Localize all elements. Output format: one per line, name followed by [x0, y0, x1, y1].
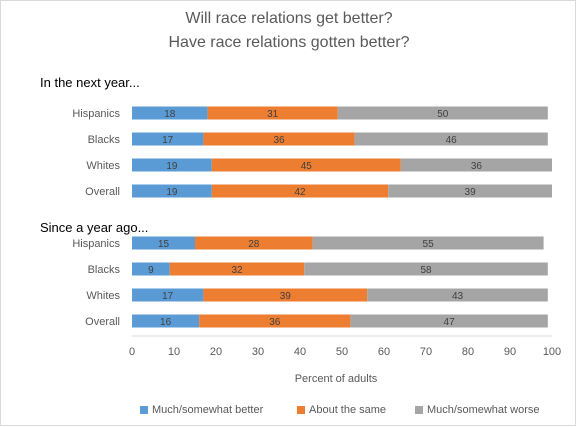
data-label-year-ago-whites-worse: 43	[452, 291, 464, 302]
data-label-year-ago-blacks-worse: 58	[420, 265, 432, 276]
bar-year-ago-blacks-same	[169, 262, 305, 276]
x-tick-label-40: 40	[294, 346, 306, 358]
data-label-year-ago-hispanics-worse: 55	[423, 239, 435, 250]
data-label-next-year-whites-worse: 36	[471, 161, 483, 172]
x-tick-label-70: 70	[420, 346, 432, 358]
bar-next-year-hispanics-same	[207, 106, 338, 120]
bar-next-year-overall-worse	[388, 184, 552, 198]
legend-label-better: Much/somewhat better	[152, 404, 264, 416]
data-label-next-year-overall-same: 42	[294, 187, 306, 198]
x-tick-label-80: 80	[462, 346, 474, 358]
data-label-next-year-whites-same: 45	[301, 161, 313, 172]
bar-year-ago-blacks-better	[132, 262, 170, 276]
category-label-next-year-hispanics: Hispanics	[72, 108, 120, 120]
category-label-year-ago-hispanics: Hispanics	[72, 238, 120, 250]
bar-next-year-overall-better	[132, 184, 212, 198]
category-label-next-year-whites: Whites	[86, 160, 120, 172]
legend-item-better: Much/somewhat better	[140, 404, 263, 416]
legend-label-same: About the same	[309, 404, 387, 416]
x-tick-label-20: 20	[210, 346, 222, 358]
data-label-year-ago-overall-better: 16	[160, 317, 172, 328]
data-label-year-ago-hispanics-same: 28	[248, 239, 260, 250]
data-label-next-year-blacks-same: 36	[273, 135, 285, 146]
bar-next-year-hispanics-better	[132, 106, 208, 120]
data-label-year-ago-overall-worse: 47	[444, 317, 456, 328]
category-label-next-year-overall: Overall	[85, 186, 120, 198]
legend-swatch-worse	[415, 406, 423, 414]
bar-year-ago-overall-same	[199, 314, 351, 328]
data-label-year-ago-hispanics-better: 15	[158, 239, 170, 250]
x-tick-label-60: 60	[378, 346, 390, 358]
x-tick-label-50: 50	[336, 346, 348, 358]
bar-next-year-whites-same	[211, 158, 401, 172]
data-label-next-year-blacks-better: 17	[162, 135, 174, 146]
chart-title-line-2: Have race relations gotten better?	[168, 34, 410, 51]
data-label-year-ago-whites-same: 39	[280, 291, 292, 302]
bar-year-ago-whites-same	[203, 288, 368, 302]
data-label-next-year-overall-better: 19	[166, 187, 178, 198]
data-label-year-ago-overall-same: 36	[269, 317, 281, 328]
bar-next-year-blacks-worse	[354, 132, 548, 146]
data-label-year-ago-blacks-same: 32	[231, 265, 243, 276]
x-axis-title: Percent of adults	[295, 373, 378, 385]
x-tick-label-30: 30	[252, 346, 264, 358]
bar-next-year-blacks-same	[203, 132, 355, 146]
legend-swatch-better	[140, 406, 148, 414]
x-tick-label-90: 90	[504, 346, 516, 358]
bar-year-ago-whites-better	[132, 288, 204, 302]
bar-year-ago-blacks-worse	[304, 262, 548, 276]
chart-title-line-1: Will race relations get better?	[185, 10, 393, 27]
bar-next-year-blacks-better	[132, 132, 204, 146]
category-label-year-ago-whites: Whites	[86, 290, 120, 302]
bar-year-ago-hispanics-same	[195, 236, 313, 250]
category-label-year-ago-overall: Overall	[85, 316, 120, 328]
bar-year-ago-hispanics-better	[132, 236, 195, 250]
legend-item-same: About the same	[297, 404, 386, 416]
data-label-next-year-overall-worse: 39	[465, 187, 477, 198]
data-label-year-ago-whites-better: 17	[162, 291, 174, 302]
data-label-next-year-hispanics-same: 31	[267, 109, 279, 120]
bar-next-year-whites-worse	[400, 158, 552, 172]
data-label-next-year-whites-better: 19	[166, 161, 178, 172]
bar-year-ago-overall-worse	[350, 314, 548, 328]
x-tick-label-0: 0	[129, 346, 135, 358]
data-label-next-year-blacks-worse: 46	[446, 135, 458, 146]
group-title-next-year: In the next year...	[40, 75, 140, 90]
legend-swatch-same	[297, 406, 305, 414]
bar-next-year-hispanics-worse	[337, 106, 548, 120]
bar-next-year-overall-same	[211, 184, 389, 198]
group-title-year-ago: Since a year ago...	[40, 220, 149, 235]
category-label-next-year-blacks: Blacks	[88, 134, 121, 146]
x-tick-label-10: 10	[168, 346, 180, 358]
data-label-next-year-hispanics-worse: 50	[437, 109, 449, 120]
data-label-next-year-hispanics-better: 18	[164, 109, 176, 120]
x-tick-label-100: 100	[543, 346, 561, 358]
bar-year-ago-hispanics-worse	[312, 236, 544, 250]
bar-year-ago-overall-better	[132, 314, 200, 328]
legend-item-worse: Much/somewhat worse	[415, 404, 540, 416]
bar-next-year-whites-better	[132, 158, 212, 172]
data-label-year-ago-blacks-better: 9	[148, 265, 154, 276]
category-label-year-ago-blacks: Blacks	[88, 264, 121, 276]
bar-year-ago-whites-worse	[367, 288, 548, 302]
legend-label-worse: Much/somewhat worse	[427, 404, 540, 416]
